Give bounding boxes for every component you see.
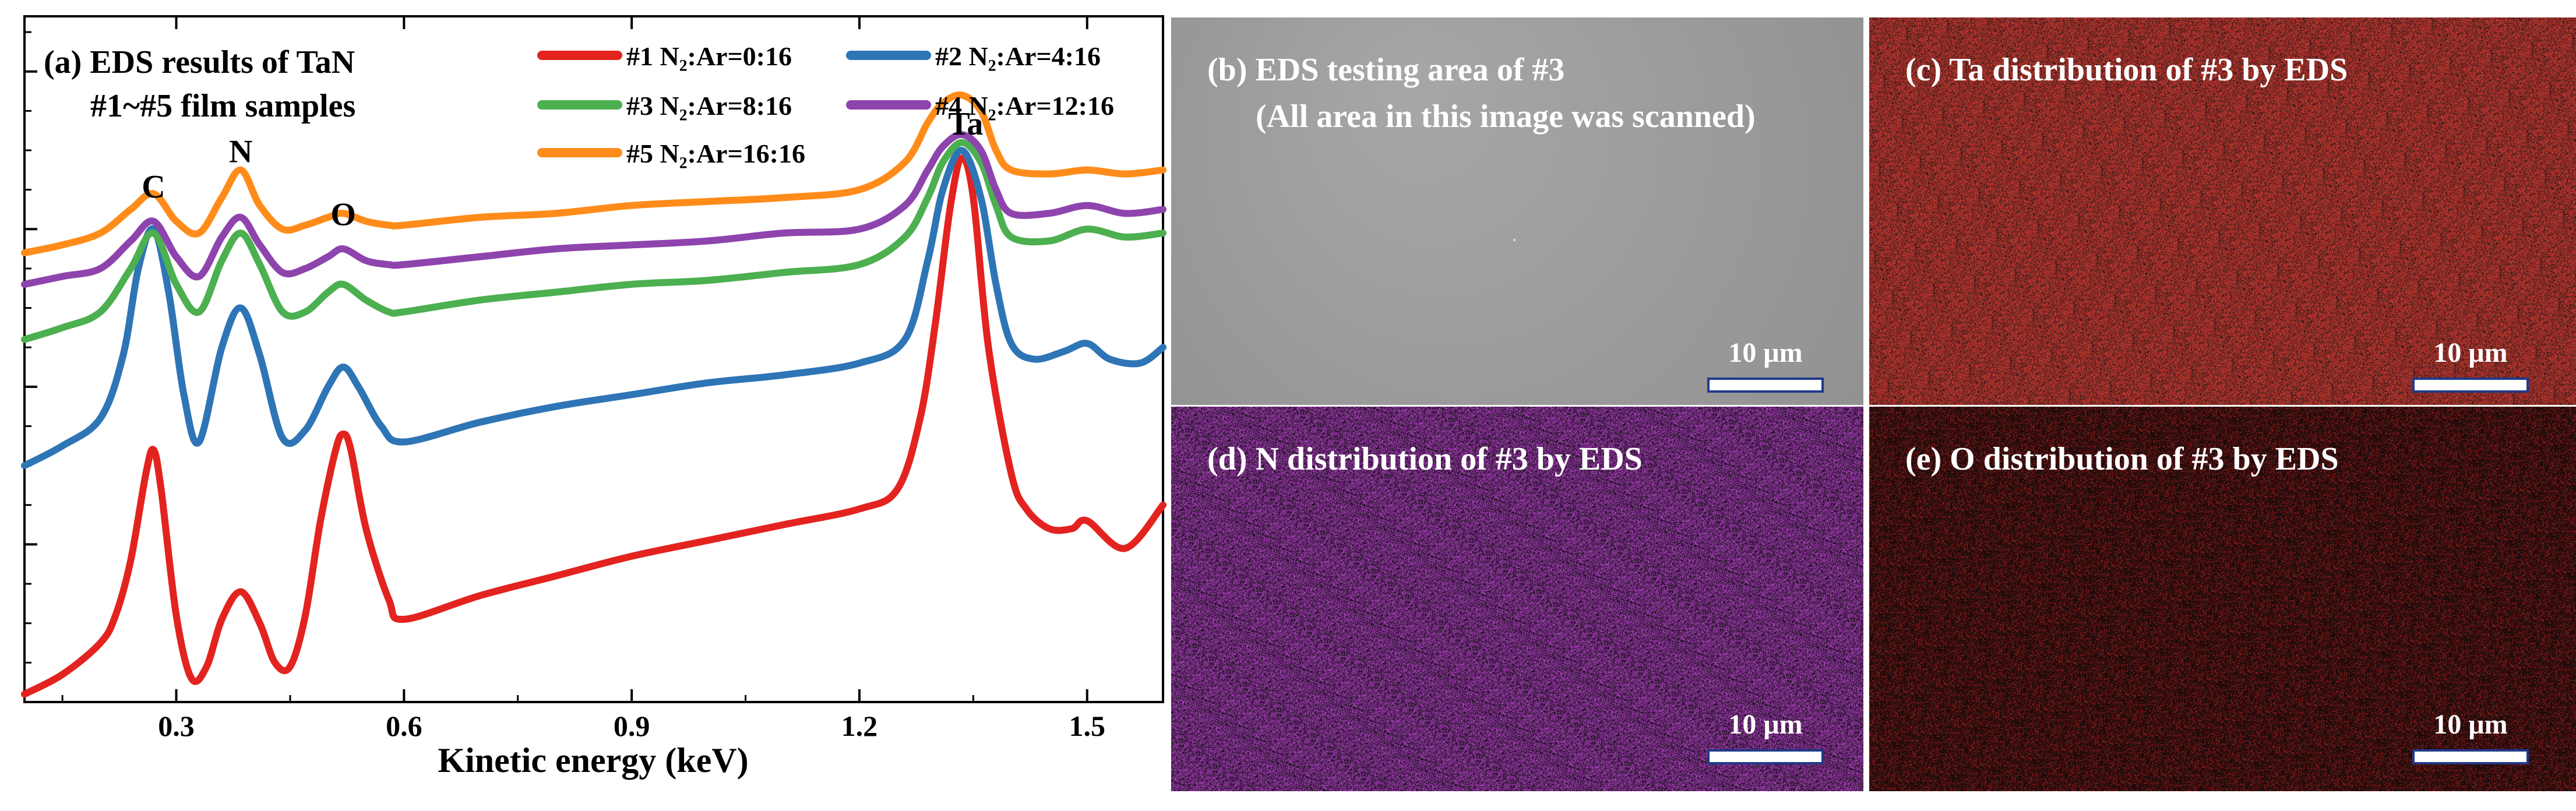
scale-bar <box>2412 378 2529 393</box>
panel-b-subtitle: (All area in this image was scanned) <box>1256 98 1756 135</box>
scale-bar-label: 10 μm <box>2433 337 2508 368</box>
series-line-3 <box>21 139 1167 343</box>
x-tick-label: 1.5 <box>1069 710 1105 742</box>
x-tick-label: 0.3 <box>158 710 195 742</box>
peak-label: O <box>330 197 356 233</box>
x-axis-label: Kinetic energy (keV) <box>438 741 748 780</box>
sem-image <box>1171 17 1863 405</box>
x-tick-label: 1.2 <box>841 710 878 742</box>
x-tick-label: 0.6 <box>386 710 422 742</box>
series-line-2 <box>21 146 1167 470</box>
eds-line-chart: 0.3 0.6 0.9 1.2 1.5 C N O Ta #1 N₂:Ar=0:16 #2 N₂… <box>21 15 1167 780</box>
legend-label: #3 N₂:Ar=8:16 <box>626 91 792 121</box>
eds-line-chart-panel: 0.3 0.6 0.9 1.2 1.5 C N O Ta #1 N₂:Ar=0:16 #2 N₂… <box>0 0 1171 811</box>
legend-label: #1 N₂:Ar=0:16 <box>626 41 792 71</box>
plot-frame <box>23 15 1164 703</box>
chart-series-group <box>21 91 1167 698</box>
chart-axes: 0.3 0.6 0.9 1.2 1.5 <box>23 15 1164 742</box>
scale-bar <box>2412 749 2529 764</box>
panel-b-title: (b) EDS testing area of #3 <box>1207 52 1565 88</box>
peak-label: N <box>229 133 252 170</box>
chart-legend: #1 N₂:Ar=0:16 #2 N₂:Ar=4:16 #3 N₂:Ar=8:16 #… <box>537 41 1114 168</box>
peak-label: C <box>142 169 165 205</box>
chart-annotations: C N O Ta <box>142 106 983 233</box>
ta-map-panel-c: (c) Ta distribution of #3 by EDS 10 μm <box>1869 17 2576 405</box>
o-map-panel-e: (e) O distribution of #3 by EDS 10 μm <box>1869 407 2576 791</box>
scale-bar-label: 10 μm <box>2433 709 2508 740</box>
panel-e-title: (e) O distribution of #3 by EDS <box>1905 441 2339 477</box>
legend-label: #4 N₂:Ar=12:16 <box>935 91 1114 121</box>
scale-bar-label: 10 μm <box>1728 337 1803 368</box>
legend-label: #2 N₂:Ar=4:16 <box>935 41 1101 71</box>
x-tick-label: 0.9 <box>614 710 650 742</box>
chart-title-line2: #1~#5 film samples <box>90 88 355 124</box>
series-line-1 <box>21 154 1167 698</box>
n-distribution-map <box>1171 407 1863 791</box>
panel-c-title: (c) Ta distribution of #3 by EDS <box>1905 52 2348 88</box>
n-map-panel-d: (d) N distribution of #3 by EDS 10 μm <box>1171 407 1863 791</box>
sem-image-panel-b: (b) EDS testing area of #3 (All area in … <box>1171 17 1863 405</box>
legend-label: #5 N₂:Ar=16:16 <box>626 139 805 168</box>
chart-title-line1: (a) EDS results of TaN <box>44 44 355 80</box>
series-line-4 <box>21 131 1167 288</box>
scale-bar <box>1707 749 1824 764</box>
scale-bar <box>1707 378 1824 393</box>
panel-d-title: (d) N distribution of #3 by EDS <box>1207 441 1643 477</box>
series-line-5 <box>21 91 1167 256</box>
o-distribution-map <box>1869 407 2576 791</box>
peak-label: Ta <box>948 106 983 142</box>
scale-bar-label: 10 μm <box>1728 709 1803 740</box>
ta-distribution-map <box>1869 17 2576 405</box>
